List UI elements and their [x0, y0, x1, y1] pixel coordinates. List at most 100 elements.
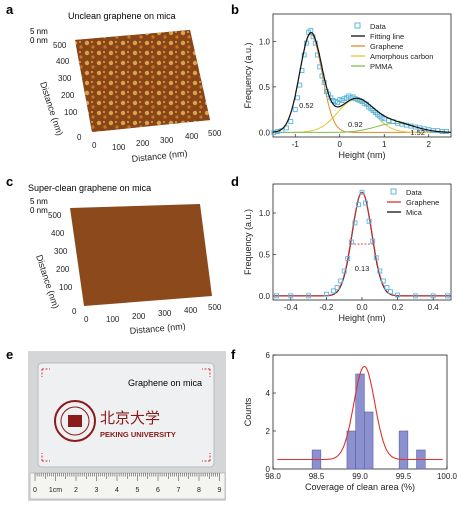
legend-marker	[354, 22, 361, 29]
y-tick-label: 2	[266, 427, 271, 436]
tick: 500	[208, 303, 222, 312]
tick: 100	[112, 143, 126, 152]
data-point	[292, 107, 298, 113]
y-axis-label: Frequency (a.u.)	[243, 209, 253, 275]
x-axis-label: Height (nm)	[338, 150, 385, 160]
tick: 500	[48, 211, 62, 220]
tick: 400	[185, 132, 199, 141]
peak-annotation: 1.52	[410, 128, 425, 137]
legend-label: Data	[406, 188, 423, 197]
z-min-label: 0 nm	[30, 206, 48, 215]
panel-e: e Graphene on mica 北京大学 PEKING UNIVERSIT…	[6, 347, 226, 501]
tick: 300	[58, 74, 72, 83]
peak-annotation: 0.92	[348, 120, 363, 129]
x-tick-label: 0.0	[356, 303, 368, 312]
ruler-number: 3	[95, 487, 99, 494]
tick: 0	[84, 315, 89, 324]
ruler-number: 5	[136, 487, 140, 494]
plot-frame	[272, 13, 452, 138]
chart-d: d -0.4 -0.2 0.0 0.2 0.4 0.0 0.5 1.0 Height (nm) F…	[231, 174, 452, 323]
tick: 400	[184, 306, 198, 315]
panel-e-letter: e	[6, 347, 13, 362]
data-point	[395, 292, 401, 298]
x-axis-ticks-a: 0 100 200 300 400 500	[92, 129, 222, 152]
tick: 200	[132, 312, 146, 321]
tick: 400	[51, 229, 65, 238]
data-point	[306, 293, 312, 299]
y-tick-label: 1.0	[259, 209, 271, 218]
x-axis-label-a: Distance (nm)	[131, 148, 188, 164]
legend-label: Graphene	[406, 198, 439, 207]
panel-f-letter: f	[231, 347, 236, 362]
ruler-number: 4	[115, 487, 119, 494]
y-axis-label: Frequency (a.u.)	[243, 42, 253, 108]
ruler-number: 7	[177, 487, 181, 494]
mica-sheet	[37, 362, 215, 468]
ruler-number: 6	[156, 487, 160, 494]
data-point	[377, 268, 383, 274]
data-point	[384, 285, 390, 291]
x-tick-label: -0.2	[320, 303, 334, 312]
panel-c-caption: Super-clean graphene on mica	[28, 183, 151, 193]
tick: 200	[61, 91, 75, 100]
graphene-curve	[273, 191, 451, 297]
university-name-chinese: 北京大学	[100, 410, 160, 427]
data-point	[297, 82, 303, 88]
x-tick-label: 99.0	[352, 472, 368, 481]
x-tick-label: -0.4	[284, 303, 298, 312]
data-point	[321, 79, 327, 85]
data-point	[352, 220, 358, 226]
legend-marker	[390, 188, 397, 195]
x-tick-label: 98.0	[265, 472, 281, 481]
data-point	[380, 278, 386, 284]
panel-b-letter: b	[231, 2, 239, 17]
y-axis-label-c: Distance (nm)	[34, 254, 61, 310]
z-max-label: 5 nm	[30, 197, 48, 206]
data-point	[323, 291, 329, 297]
data-point	[288, 293, 294, 299]
tick: 400	[56, 57, 70, 66]
data-point	[388, 289, 393, 295]
data-point	[435, 128, 441, 134]
x-tick-label: 2	[427, 140, 432, 149]
legend-label: Graphene	[370, 42, 403, 51]
pku-logo	[54, 400, 96, 442]
peak-annotation: 0.52	[299, 101, 314, 110]
tick: 0	[77, 133, 82, 142]
histogram-bar	[346, 430, 356, 470]
legend-label: Mica	[406, 208, 423, 217]
panel-c-letter: c	[6, 174, 13, 189]
ruler: 0 1cm 2 3 4 5 6 7 8 9	[29, 472, 226, 500]
z-max-label: 5 nm	[30, 27, 48, 36]
y-tick-label: 1.0	[259, 37, 271, 46]
x-tick-label: 1	[382, 140, 387, 149]
graphene-corner-marks	[41, 368, 211, 462]
data-point	[283, 125, 289, 131]
histogram-bar	[398, 430, 409, 470]
legend-label: PMMA	[370, 62, 393, 71]
panel-c: c Super-clean graphene on mica 5 nm 0 nm…	[6, 174, 222, 336]
data-point	[331, 288, 336, 294]
tick: 0	[92, 141, 97, 150]
x-tick-label: 98.5	[309, 472, 325, 481]
y-tick-label: 0.0	[259, 128, 271, 137]
tick: 100	[106, 315, 120, 324]
legend-label: Data	[370, 22, 387, 31]
x-axis-label-c: Distance (nm)	[129, 321, 186, 336]
data-point	[295, 95, 300, 101]
data-point	[366, 218, 372, 224]
histogram-bar	[364, 411, 374, 470]
sample-label: Graphene on mica	[128, 378, 202, 388]
data-point	[274, 293, 280, 299]
x-axis-label: Height (nm)	[338, 313, 385, 323]
data-point	[312, 40, 318, 46]
tick: 500	[208, 129, 222, 138]
y-axis-ticks-c: 500 400 300 200 100 0	[48, 211, 77, 316]
data-point	[373, 255, 379, 261]
afm-rough-surface	[75, 30, 210, 132]
y-tick-label: 4	[266, 389, 271, 398]
x-axis-ticks-c: 0 100 200 300 400 500	[84, 303, 222, 324]
data-point	[430, 293, 436, 299]
tick: 200	[136, 139, 150, 148]
data-point	[444, 293, 450, 299]
